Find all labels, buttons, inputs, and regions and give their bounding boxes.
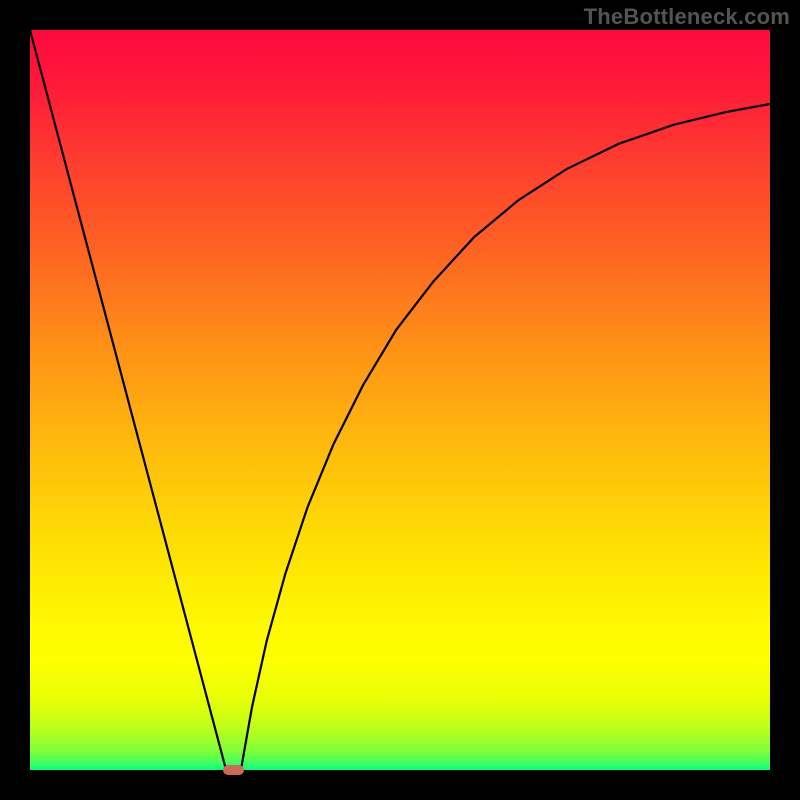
watermark-text: TheBottleneck.com xyxy=(584,4,790,30)
chart-background xyxy=(30,30,770,770)
bottleneck-marker xyxy=(223,765,244,775)
chart-svg xyxy=(30,30,770,770)
chart-frame: TheBottleneck.com xyxy=(0,0,800,800)
plot-area xyxy=(30,30,770,770)
